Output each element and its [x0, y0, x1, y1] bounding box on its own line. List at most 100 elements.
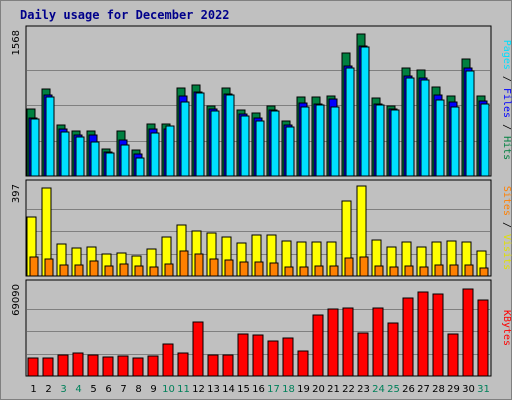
bar-kbytes [222, 354, 234, 377]
bar-pages [150, 132, 160, 177]
bar-sites [224, 259, 234, 277]
bar-pages [435, 99, 445, 177]
bar-pages [240, 115, 250, 177]
legend-entry-kbytes: KBytes [501, 310, 512, 346]
bar-kbytes [87, 354, 99, 377]
day-label: 7 [120, 384, 126, 395]
bar-kbytes [417, 291, 429, 377]
bar-kbytes [357, 332, 369, 377]
bar-kbytes [342, 307, 354, 377]
legend-entry-pages: Pages [501, 40, 512, 70]
bar-kbytes [162, 343, 174, 377]
chart-title: Daily usage for December 2022 [20, 8, 230, 22]
day-label: 16 [252, 384, 265, 395]
day-label: 28 [432, 384, 445, 395]
day-label: 3 [60, 384, 66, 395]
day-label: 26 [402, 384, 415, 395]
panel-mid-max-label: 397 [11, 184, 22, 203]
bar-kbytes [462, 288, 474, 377]
bar-kbytes [477, 299, 489, 377]
bar-sites [269, 262, 279, 277]
bar-pages [375, 104, 385, 177]
bar-sites [389, 266, 399, 277]
day-label: 22 [342, 384, 355, 395]
day-label: 12 [192, 384, 205, 395]
bar-pages [120, 144, 130, 177]
bar-sites [419, 266, 429, 277]
day-label: 13 [207, 384, 220, 395]
bar-sites [29, 256, 39, 277]
bar-pages [450, 106, 460, 177]
bar-pages [210, 110, 220, 177]
bar-kbytes [312, 314, 324, 377]
bar-sites [44, 258, 54, 277]
bar-sites [74, 264, 84, 277]
bar-sites [464, 264, 474, 277]
bar-sites [434, 264, 444, 277]
day-label: 14 [222, 384, 235, 395]
day-label: 18 [282, 384, 295, 395]
day-label: 17 [267, 384, 280, 395]
day-label: 11 [177, 384, 190, 395]
bar-sites [59, 264, 69, 277]
day-label: 8 [135, 384, 141, 395]
bar-pages [300, 106, 310, 177]
bar-kbytes [117, 355, 129, 377]
bar-pages [345, 67, 355, 177]
bar-kbytes [207, 354, 219, 377]
day-label: 4 [75, 384, 81, 395]
bar-pages [45, 96, 55, 177]
bar-pages [390, 109, 400, 177]
day-label: 20 [312, 384, 325, 395]
bar-sites [329, 265, 339, 277]
legend-entry-hits: Hits [501, 136, 512, 160]
bar-pages [255, 120, 265, 177]
bar-kbytes [177, 352, 189, 377]
bar-pages [270, 110, 280, 177]
day-label: 23 [357, 384, 370, 395]
panel-top-legend: Pages / Files / Hits [501, 40, 512, 160]
bar-pages [405, 77, 415, 177]
bar-kbytes [282, 337, 294, 377]
panel-bot-legend: KBytes [501, 310, 512, 346]
bar-sites [374, 265, 384, 277]
day-label: 5 [90, 384, 96, 395]
day-label: 19 [297, 384, 310, 395]
bar-pages [180, 101, 190, 177]
bar-sites [344, 257, 354, 277]
bar-sites [314, 265, 324, 277]
legend-entry-visits: Visits [501, 234, 512, 270]
day-label: 30 [462, 384, 475, 395]
bar-sites [284, 266, 294, 277]
bar-pages [105, 152, 115, 177]
day-label: 15 [237, 384, 250, 395]
panel-mid-legend: Sites / Visits [501, 186, 512, 270]
legend-separator: / [501, 70, 512, 88]
bar-pages [75, 136, 85, 177]
bar-sites [179, 250, 189, 277]
legend-separator: / [501, 216, 512, 234]
day-label: 25 [387, 384, 400, 395]
bar-sites [299, 266, 309, 277]
bar-pages [480, 103, 490, 177]
bar-kbytes [237, 333, 249, 377]
bar-sites [134, 265, 144, 277]
bar-kbytes [387, 322, 399, 377]
bar-sites [149, 266, 159, 277]
day-label: 31 [477, 384, 490, 395]
bar-kbytes [267, 340, 279, 377]
bar-kbytes [192, 321, 204, 377]
bar-sites [404, 265, 414, 277]
day-label: 2 [45, 384, 51, 395]
bar-pages [465, 70, 475, 177]
day-label: 9 [150, 384, 156, 395]
bar-pages [225, 94, 235, 177]
panel-top-max-label: 1568 [11, 30, 22, 55]
bar-kbytes [102, 356, 114, 377]
day-label: 6 [105, 384, 111, 395]
bar-sites [194, 253, 204, 277]
bar-pages [420, 79, 430, 177]
bar-sites [104, 265, 114, 277]
